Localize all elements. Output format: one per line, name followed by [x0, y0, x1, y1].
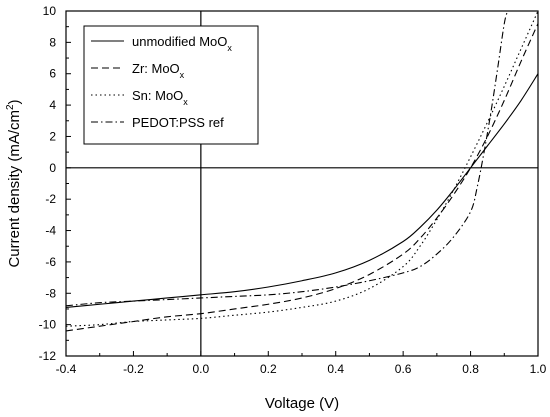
x-tick-label: 0.0 — [193, 362, 210, 376]
x-tick-label: -0.4 — [56, 362, 77, 376]
legend-label: unmodified MoOx — [132, 34, 232, 53]
y-tick-label: -10 — [39, 318, 57, 332]
y-tick-label: 6 — [49, 67, 56, 81]
y-tick-label: -12 — [39, 349, 57, 363]
legend-label: Zr: MoOx — [132, 61, 185, 80]
x-tick-label: -0.2 — [123, 362, 144, 376]
y-axis-title-main: Current density (mA/cm — [6, 110, 23, 268]
plot-frame — [65, 10, 539, 357]
y-tick-label: 10 — [43, 4, 57, 18]
series-lines — [66, 11, 538, 332]
x-tick-label: 0.6 — [395, 362, 412, 376]
legend-label: PEDOT:PSS ref — [132, 115, 224, 130]
y-axis-ticks: 10 8 6 4 2 0 -2 -4 -6 -8 -10 -12 — [39, 4, 71, 363]
y-tick-label: -8 — [45, 286, 56, 300]
legend: unmodified MoOx Zr: MoOx Sn: MoOx PEDOT:PSS… — [83, 25, 259, 145]
series-line-1 — [66, 73, 538, 308]
y-axis-title-end: ) — [6, 99, 23, 104]
y-tick-label: 4 — [49, 98, 56, 112]
legend-box — [83, 25, 259, 145]
y-tick-label: 8 — [49, 35, 56, 49]
x-axis-title: Voltage (V) — [265, 395, 339, 412]
x-tick-label: 0.4 — [327, 362, 344, 376]
y-tick-label: -2 — [45, 192, 56, 206]
y-tick-label: -4 — [45, 224, 56, 238]
y-tick-label: 0 — [49, 161, 56, 175]
x-tick-label: 1.0 — [530, 362, 547, 376]
series-line-3 — [66, 11, 538, 327]
series-line-2 — [66, 23, 538, 332]
y-axis-title: Current density (mA/cm2) — [5, 99, 23, 267]
y-tick-label: 2 — [49, 129, 56, 143]
x-axis-ticks: -0.4 -0.2 0.0 0.2 0.4 0.6 0.8 1.0 — [56, 351, 547, 376]
x-tick-label: 0.2 — [260, 362, 277, 376]
series-line-4 — [66, 11, 509, 307]
y-tick-label: -6 — [45, 255, 56, 269]
legend-label: Sn: MoOx — [132, 88, 188, 107]
x-tick-label: 0.8 — [462, 362, 479, 376]
y-axis-title-sup: 2 — [5, 104, 16, 110]
